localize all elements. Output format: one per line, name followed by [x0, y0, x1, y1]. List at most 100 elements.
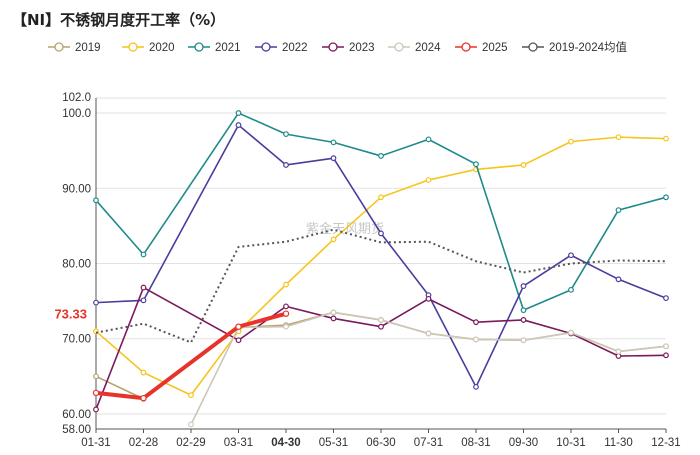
- y-tick-label: 80.00: [62, 259, 91, 271]
- legend-label: 2023: [349, 42, 375, 54]
- data-point: [283, 323, 289, 330]
- series-lines: [92, 110, 669, 428]
- data-point: [425, 136, 432, 143]
- callout: 73.33: [54, 307, 87, 322]
- data-point: [568, 329, 574, 336]
- series-2019: [93, 309, 669, 402]
- legend-label: 2020: [149, 42, 175, 54]
- data-point: [663, 135, 669, 142]
- data-point: [283, 303, 289, 310]
- data-point: [140, 297, 147, 304]
- data-point: [520, 317, 527, 323]
- data-point: [140, 394, 147, 402]
- x-tick-label: 10-31: [556, 437, 585, 449]
- series-2024: [188, 309, 669, 428]
- data-point: [282, 310, 290, 317]
- data-point: [93, 406, 99, 413]
- legend-label: 2024: [415, 42, 441, 54]
- data-point: [568, 138, 574, 145]
- x-tick-label: 11-30: [604, 437, 633, 449]
- data-point: [93, 373, 99, 380]
- x-tick-label: 02-29: [176, 437, 205, 449]
- legend-label: 2025: [482, 42, 508, 54]
- data-point: [615, 276, 622, 283]
- data-point: [330, 139, 337, 146]
- x-tick-label: 05-31: [319, 437, 348, 449]
- data-point: [235, 110, 242, 116]
- data-point: [140, 284, 147, 291]
- series-2022: [93, 122, 669, 390]
- data-point: [615, 207, 622, 213]
- x-tick-label: 01-31: [81, 437, 110, 449]
- data-point: [473, 336, 479, 343]
- legend-label: 2022: [282, 42, 308, 54]
- legend-item-2019-2024均值: 2019-2024均值: [522, 41, 627, 54]
- series-line: [95, 124, 667, 388]
- data-point: [568, 252, 574, 259]
- legend-item-2022: 2022: [255, 42, 308, 54]
- data-point: [140, 369, 147, 376]
- data-point: [663, 295, 669, 302]
- data-point: [283, 281, 289, 288]
- data-point: [330, 309, 337, 316]
- data-point: [283, 162, 289, 168]
- y-tick-label: 100.0: [62, 108, 91, 120]
- data-point: [378, 153, 384, 159]
- data-point: [140, 251, 147, 258]
- series-2020: [93, 134, 669, 399]
- legend-marker: [128, 42, 138, 52]
- data-point: [425, 177, 432, 183]
- series-line: [95, 311, 287, 401]
- data-point: [235, 323, 242, 330]
- legend-item-2024: 2024: [388, 42, 441, 54]
- legend-item-2025: 2025: [455, 42, 508, 54]
- legend-marker: [461, 42, 471, 52]
- data-point: [520, 283, 527, 289]
- x-tick-label: 02-28: [129, 437, 158, 449]
- data-point: [378, 230, 384, 237]
- data-point: [473, 319, 479, 326]
- data-point: [330, 155, 337, 162]
- x-tick-label: 03-31: [224, 437, 253, 449]
- data-point: [378, 323, 384, 330]
- legend-label: 2019: [75, 42, 101, 54]
- series-2021: [93, 110, 669, 314]
- x-tick-label: 04-30: [271, 437, 300, 449]
- legend-item-2020: 2020: [122, 42, 175, 54]
- legend-item-2023: 2023: [322, 42, 375, 54]
- data-point: [615, 348, 622, 355]
- y-tick-label: 90.00: [62, 183, 91, 195]
- data-point: [473, 161, 479, 168]
- data-point: [188, 421, 194, 428]
- data-point: [615, 353, 622, 359]
- data-point: [93, 299, 99, 306]
- data-point: [235, 337, 242, 344]
- gridlines: [96, 97, 666, 430]
- data-point: [92, 389, 100, 397]
- legend-marker: [261, 42, 271, 52]
- data-point: [235, 122, 242, 128]
- x-tick-label: 09-30: [509, 437, 538, 449]
- x-tick-label: 12-31: [651, 437, 680, 449]
- legend-item-2021: 2021: [188, 42, 241, 54]
- data-point: [663, 343, 669, 350]
- x-tick-label: 07-31: [414, 437, 443, 449]
- series-2025: [92, 310, 290, 402]
- data-point: [188, 392, 194, 399]
- data-point: [520, 307, 527, 314]
- data-point: [520, 162, 527, 168]
- data-point: [568, 286, 574, 293]
- series-line: [95, 112, 667, 311]
- callout-value-label: 73.33: [54, 307, 87, 322]
- y-tick-label: 70.00: [62, 334, 91, 346]
- legend: 2019 2020 2021 2022 2023 2024 2025 2019-2024均值: [48, 41, 627, 54]
- data-point: [283, 131, 289, 138]
- data-point: [425, 295, 432, 302]
- data-point: [663, 352, 669, 359]
- y-tick-label: 60.00: [62, 409, 91, 421]
- legend-marker: [528, 42, 538, 52]
- legend-marker: [54, 42, 64, 52]
- legend-marker: [394, 42, 404, 52]
- series-2023: [93, 284, 669, 413]
